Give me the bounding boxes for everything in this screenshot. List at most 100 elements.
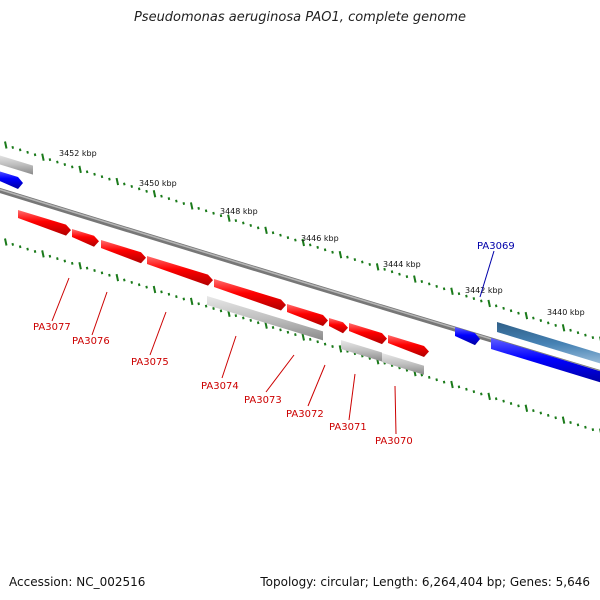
gene-feature[interactable] [455,327,480,346]
gene-feature[interactable] [0,154,33,175]
tick-mark [308,337,312,341]
tick-mark [63,259,67,263]
gene-feature[interactable] [329,318,348,334]
tick-mark [323,248,327,252]
tick-mark [480,392,483,396]
accession-text: Accession: NC_002516 [9,575,146,589]
tick-mark [11,242,15,246]
tick-mark [152,285,157,294]
gene-label[interactable]: PA3071 [329,422,367,433]
gene-feature[interactable] [349,323,387,345]
tick-mark [546,321,550,325]
kbp-label: 3452 kbp [59,149,97,158]
gene-label[interactable]: PA3075 [131,357,169,368]
tick-mark [442,380,446,384]
tick-mark [204,304,208,308]
tick-mark [494,397,498,401]
gene-feature[interactable] [0,170,23,190]
tick-mark [517,311,520,315]
gene-feature[interactable] [491,338,600,384]
tick-mark [48,254,52,258]
gene-feature[interactable] [388,335,429,358]
tick-mark [175,295,178,299]
tick-mark [361,260,364,264]
gene-feature[interactable] [214,279,286,311]
tick-mark [63,163,67,166]
tick-mark [48,158,52,162]
tick-mark [316,340,319,344]
tick-mark [26,247,29,251]
tick-mark [487,392,491,401]
tick-mark [18,148,22,152]
tick-mark [584,333,587,337]
gene-feature[interactable] [341,340,382,362]
gene-feature[interactable] [101,240,146,264]
tick-mark [390,270,394,274]
tick-mark [271,231,275,235]
label-leaders [51,250,495,435]
tick-mark [33,153,37,157]
tick-mark [509,402,513,405]
tick-mark [212,307,215,310]
tick-mark [234,219,238,223]
tick-mark [472,297,476,301]
tick-mark [450,287,454,295]
tick-mark [279,328,282,332]
tick-mark [294,238,297,242]
map-title: Pseudomonas aeruginosa PAO1, complete ge… [133,10,467,25]
gene-label[interactable]: PA3077 [33,322,71,333]
gene-feature[interactable] [382,353,424,375]
tick-mark [346,255,349,259]
tick-mark [108,177,111,181]
kbp-label: 3442 kbp [465,286,503,295]
tick-mark [494,304,498,308]
tick-mark [219,214,223,218]
tick-mark [561,324,566,332]
tick-mark [316,245,319,249]
tick-mark [256,321,260,325]
tick-mark [18,245,22,249]
tick-mark [242,316,245,320]
gene-label[interactable]: PA3072 [286,409,324,420]
gene-label[interactable]: PA3069 [477,241,515,252]
gene-feature[interactable] [287,304,328,327]
kbp-label: 3446 kbp [301,234,339,243]
gene-label[interactable]: PA3074 [201,381,239,392]
gene-label[interactable]: PA3076 [72,336,110,347]
tick-mark [189,202,194,210]
tick-mark [591,336,595,340]
tick-mark [160,290,163,294]
tick-mark [569,421,572,424]
kbp-label: 3450 kbp [139,179,177,188]
tick-mark [331,345,334,348]
gene-feature[interactable] [72,229,99,247]
tick-mark [584,425,587,429]
tick-mark [413,275,417,283]
tick-mark [70,165,74,169]
tick-mark [509,309,513,313]
tick-mark [100,271,104,275]
gene-label[interactable]: PA3073 [244,395,282,406]
gene-feature[interactable] [18,210,71,236]
tick-mark [70,261,74,265]
tick-mark [554,323,557,327]
tick-mark [234,314,238,318]
tick-mark [308,243,312,247]
gene-feature[interactable] [497,322,600,366]
tick-mark [93,269,96,272]
gene-feature[interactable] [147,256,213,286]
tick-mark [353,258,357,262]
tick-mark [145,285,148,289]
tick-mark [323,342,327,346]
tick-mark [137,283,141,287]
tick-mark [78,262,82,270]
tick-mark [502,306,505,310]
genome-summary: Topology: circular; Length: 6,264,404 bp… [260,575,590,589]
gene-label[interactable]: PA3070 [375,436,413,447]
gene-feature[interactable] [207,296,323,341]
leader-line [91,291,108,336]
tick-mark [256,226,260,230]
tick-mark [524,404,529,412]
